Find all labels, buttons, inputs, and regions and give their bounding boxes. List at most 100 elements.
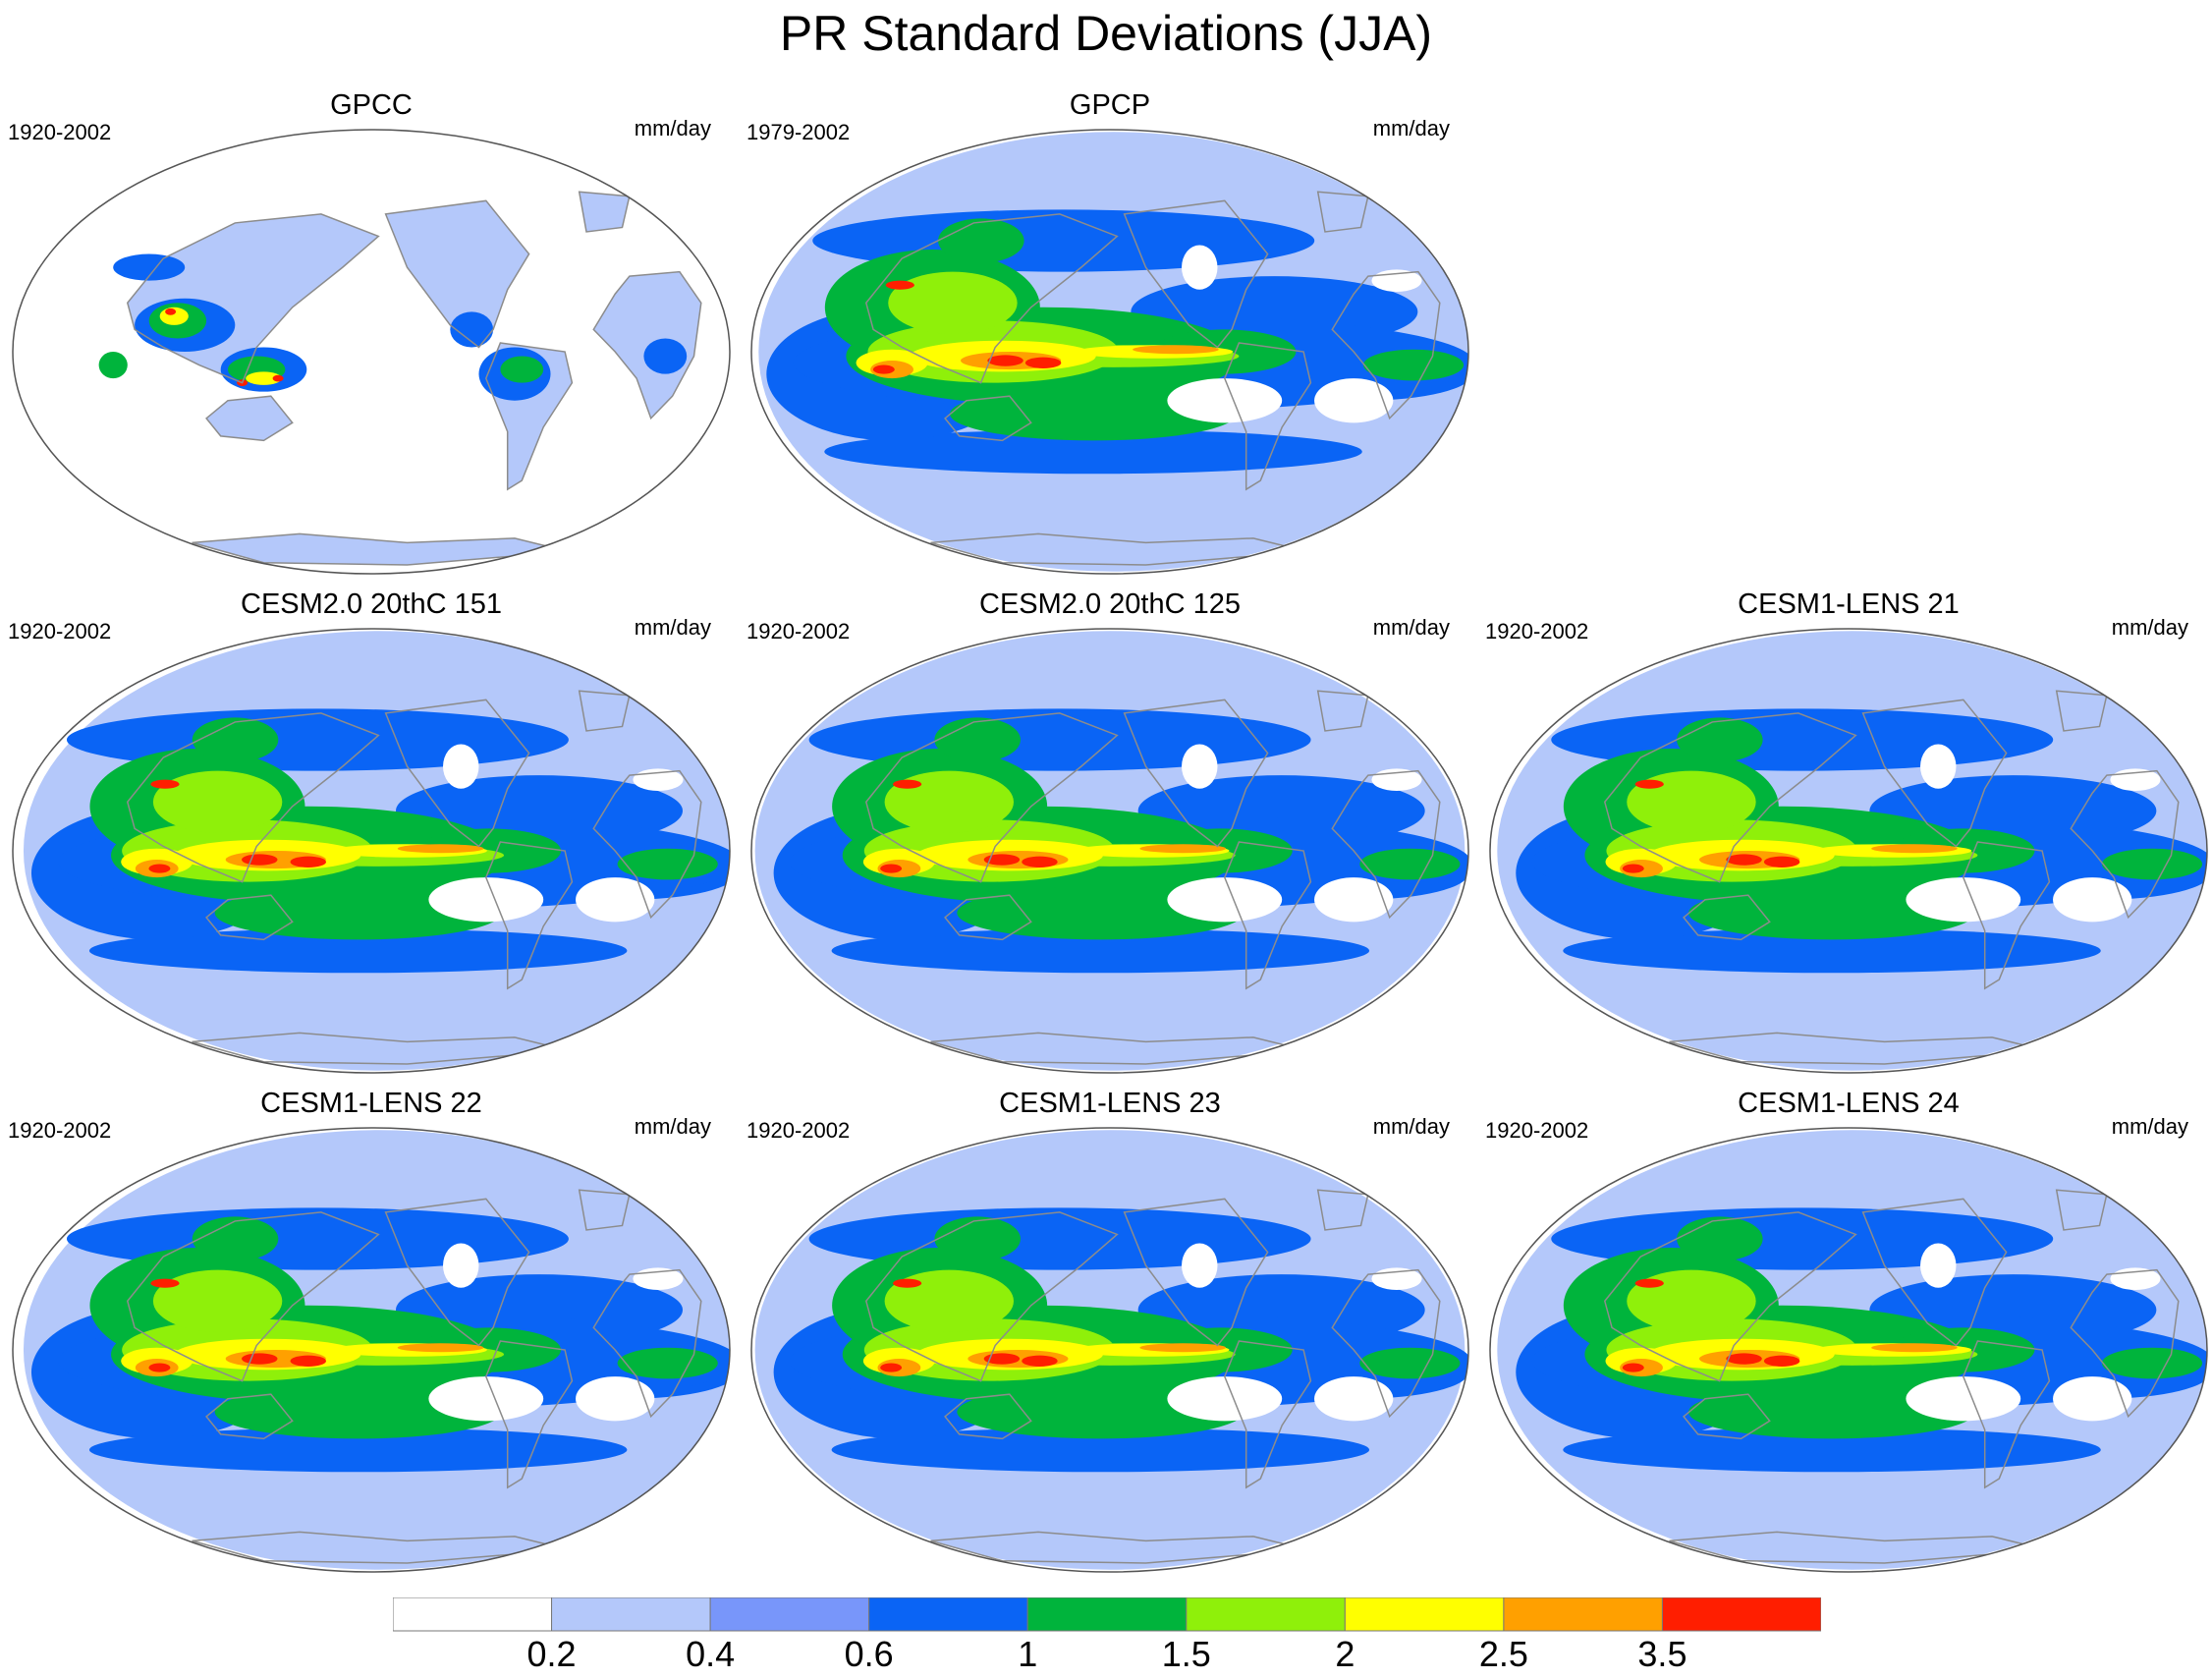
precip-contour: [242, 854, 278, 866]
precip-contour: [987, 355, 1023, 366]
precip-contour: [2101, 1347, 2203, 1379]
map-panel: CESM2.0 20thC 151 1920-2002 mm/day: [8, 588, 735, 1079]
precip-contour: [1182, 245, 1218, 290]
precip-contour: [617, 1347, 718, 1379]
panel-title: CESM2.0 20thC 125: [979, 588, 1241, 620]
map-panel: CESM2.0 20thC 125 1920-2002 mm/day: [747, 588, 1473, 1079]
colorbar-tick-label: 0.2: [526, 1634, 577, 1674]
map-outline: [1489, 628, 2208, 1074]
gauge-land-field: [206, 396, 293, 441]
coastline: [1223, 1340, 1312, 1489]
map-panel: GPCP 1979-2002 mm/day: [747, 88, 1473, 580]
world-map: [750, 129, 1469, 575]
precip-contour: [165, 308, 177, 315]
precip-contour: [192, 1216, 279, 1261]
precip-contour: [617, 848, 718, 880]
colorbar-tick-label: 2: [1335, 1634, 1355, 1674]
precip-contour: [443, 1243, 479, 1288]
coastline: [1223, 342, 1312, 491]
precip-contour: [1371, 269, 1422, 292]
precip-contour: [1022, 856, 1058, 867]
precip-contour: [1314, 877, 1394, 923]
world-map: [1489, 628, 2208, 1074]
panel-title: CESM1-LENS 21: [1738, 588, 1960, 620]
precip-contour: [643, 338, 688, 374]
precip-contour: [1167, 1376, 1283, 1422]
colorbar-tick-label: 0.4: [686, 1634, 736, 1674]
precip-contour: [1634, 1278, 1664, 1288]
map-outline: [1489, 1127, 2208, 1573]
coastline: [205, 894, 294, 941]
panel-period: 1920-2002: [1485, 1118, 1589, 1143]
precip-contour: [1677, 1216, 1763, 1261]
precip-contour: [1359, 848, 1461, 880]
coastline: [1316, 191, 1369, 233]
colorbar-swatch: [1186, 1597, 1346, 1632]
precip-contour: [2101, 848, 2203, 880]
panel-units: mm/day: [2111, 615, 2188, 640]
coastline: [192, 1531, 569, 1564]
precip-contour: [885, 280, 914, 290]
colorbar-swatch: [709, 1597, 870, 1632]
coastline: [1669, 1531, 2046, 1564]
precip-contour: [152, 770, 283, 833]
precip-contour: [450, 311, 494, 348]
precip-contour: [1371, 1267, 1422, 1290]
colorbar-tick-label: 2.5: [1478, 1634, 1528, 1674]
precip-contour: [1362, 349, 1465, 381]
figure-title: PR Standard Deviations (JJA): [779, 6, 1433, 61]
precip-contour: [397, 1343, 484, 1353]
coastline: [930, 1531, 1307, 1564]
colorbar-swatch: [1026, 1597, 1188, 1632]
world-map: [12, 1127, 731, 1573]
coastline: [1603, 712, 1857, 883]
precip-contour: [872, 364, 895, 374]
coastline: [205, 1393, 294, 1440]
precip-contour: [1371, 768, 1422, 791]
precip-contour: [893, 1278, 922, 1288]
precip-contour: [192, 717, 279, 762]
precip-contour: [880, 864, 903, 873]
panel-period: 1920-2002: [8, 619, 112, 644]
map-outline: [12, 1127, 731, 1573]
coastline: [126, 213, 380, 384]
precip-contour: [290, 856, 327, 867]
precip-contour: [1634, 779, 1664, 789]
map-outline: [12, 129, 731, 575]
precip-contour: [1022, 1355, 1058, 1367]
coastline: [2070, 1268, 2180, 1419]
panel-title: CESM1-LENS 24: [1738, 1088, 1960, 1119]
precip-contour: [150, 1278, 180, 1288]
coastline: [1962, 841, 2051, 990]
precip-contour: [88, 1427, 628, 1473]
precip-contour: [2110, 1267, 2161, 1290]
coastline: [1861, 699, 2008, 848]
coastline: [578, 191, 631, 233]
precip-contour: [1726, 1353, 1762, 1365]
precip-contour: [1133, 345, 1219, 355]
coastline: [1123, 1198, 1269, 1347]
precip-contour: [1167, 877, 1283, 923]
panel-title: GPCP: [1069, 89, 1151, 121]
gauge-land-field: [192, 533, 569, 565]
coastline: [1331, 270, 1441, 420]
map-outline: [750, 1127, 1469, 1573]
panel-units: mm/day: [634, 1114, 711, 1139]
colorbar-swatch: [868, 1597, 1028, 1632]
gauge-land-field: [579, 192, 630, 232]
coastline: [192, 1032, 569, 1065]
coastline: [484, 342, 574, 491]
world-map: [750, 628, 1469, 1074]
gauge-land-field: [385, 200, 529, 348]
precip-contour: [824, 429, 1362, 475]
precip-contour: [1677, 717, 1763, 762]
colorbar: [393, 1597, 1821, 1632]
precip-contour: [1182, 1243, 1218, 1288]
world-map: [12, 129, 731, 575]
coastline: [1603, 1211, 1857, 1382]
panel-period: 1920-2002: [747, 1118, 851, 1143]
precip-contour: [1182, 744, 1218, 789]
coastline: [944, 395, 1032, 442]
gauge-land-field: [593, 271, 701, 419]
coastline: [1331, 769, 1441, 920]
